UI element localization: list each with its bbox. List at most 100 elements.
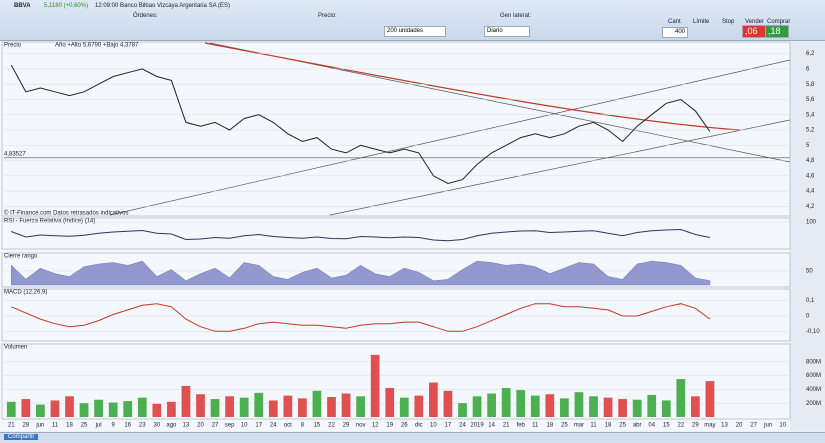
bar [385,388,395,417]
x-tick-label: ago [166,423,177,429]
bar [618,399,627,417]
bar [661,400,671,417]
bar [137,397,147,417]
y-tick-label: -0,10 [806,329,820,335]
x-tick-label: 10 [241,423,248,429]
bar [327,396,336,417]
trendline [109,59,791,216]
panel-title: Cierre rango [4,254,38,260]
line [11,228,711,242]
buy-button[interactable]: ,18 [765,25,789,38]
panel-title: Volumen [4,345,27,351]
y-tick-label: 100 [806,220,817,226]
panel-frame [1,217,791,250]
qty-input[interactable]: 400 [662,27,688,38]
x-tick-label: 21 [8,423,15,429]
statusbar: Compartir [0,432,825,443]
units-select[interactable]: 200 unidades [384,26,446,37]
orders-label: Órdenes: [133,13,158,19]
bar [94,399,103,417]
bar [50,400,60,417]
bar [545,394,555,417]
x-tick-label: 16 [124,423,131,429]
y-tick-label: 4,8 [806,158,815,164]
note: © IT-Finance.com Datos retrasados indica… [4,210,128,217]
bar [341,393,351,417]
bar [603,397,613,417]
bar [79,403,89,417]
x-tick-label: mar [574,423,584,429]
area [11,260,711,286]
panel-frame [1,252,791,288]
x-tick-label: 29 [343,423,350,429]
trendline [329,119,791,216]
bar [239,397,249,417]
bar [632,399,642,417]
bar [312,390,322,417]
y-tick-label: 600M [806,373,821,379]
x-tick-label: 29 [692,423,699,429]
y-tick-label: 6,2 [806,51,815,57]
level-label: 4,83527 [4,151,26,157]
y-tick-label: 5,6 [806,97,815,103]
bar [589,396,598,417]
bar [501,388,511,417]
buy-label: Comprar [767,19,791,25]
bar [676,379,686,417]
bar [181,385,191,417]
x-tick-label: 12 [372,423,379,429]
bar [298,398,307,417]
bar [647,394,657,417]
x-tick-label: 11 [590,423,597,429]
y-tick-label: 5,2 [806,128,815,134]
x-tick-label: jul [95,423,102,429]
x-tick-label: 13 [183,423,190,429]
sell-button[interactable]: ,06 [742,25,766,38]
x-tick-label: 8 [301,423,305,429]
line [11,303,711,332]
y-tick-label: 5,8 [806,82,815,88]
y-tick-label: 400M [806,387,821,393]
panel-title: MACD (12,26,9) [4,290,47,296]
bar [225,396,234,417]
bar [167,401,176,417]
bar [399,397,409,417]
moving-average [204,42,741,131]
x-tick-label: 18 [605,423,612,429]
axis-bg [790,41,825,431]
bar [210,399,220,417]
y-tick-label: 800M [806,359,821,365]
x-tick-label: 18 [546,423,553,429]
x-tick-label: 19 [386,423,393,429]
x-tick-label: abr [633,423,642,429]
x-tick-label: 17 [445,423,452,429]
y-tick-label: 200M [806,401,821,407]
x-tick-label: feb [517,423,526,429]
x-tick-label: 22 [677,423,684,429]
bar [268,400,278,417]
bar [429,382,438,417]
y-tick-label: 4,4 [806,189,815,195]
bar [443,390,453,417]
x-tick-label: 28 [22,423,29,429]
bar [574,392,584,417]
bar [152,403,162,417]
bar [36,404,45,417]
bar [691,396,700,417]
price-label: Precio: [318,13,337,19]
bar [414,395,424,417]
bar [108,402,118,417]
y-tick-label: 50 [806,269,813,275]
x-tick-label: may [704,423,715,429]
panel-frame [1,288,791,342]
x-tick-label: 04 [648,423,655,429]
symbol: BBVA [14,3,31,9]
bar [123,401,133,417]
y-tick-label: 5,4 [806,112,815,118]
share-button[interactable]: Compartir [4,434,39,440]
period-select[interactable]: Diario [484,26,530,37]
x-tick-label: 2019 [470,423,484,429]
x-tick-label: 25 [81,423,88,429]
x-tick-label: 21 [503,423,510,429]
